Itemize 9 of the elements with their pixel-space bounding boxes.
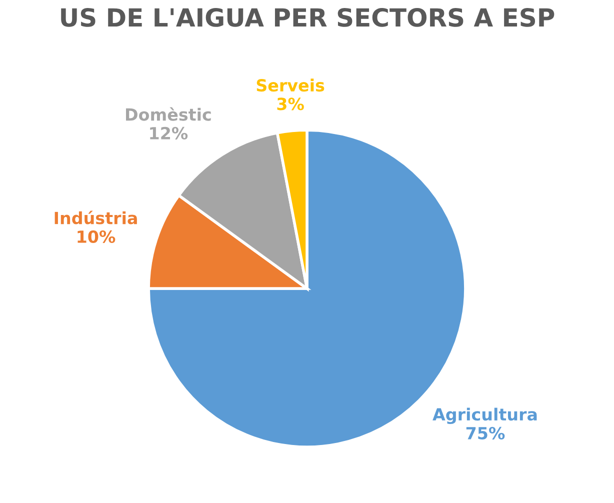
data-label: 75%	[466, 426, 505, 440]
chart-title: US DE L'AIGUA PER SECTORS A ESP	[61, 8, 554, 27]
slice-label: Agricultura	[432, 408, 537, 424]
slice-label: Serveis	[256, 78, 324, 92]
slice-label: Indústria	[54, 210, 137, 224]
data-label: 10%	[78, 230, 116, 243]
data-label: 3%	[277, 98, 304, 110]
slice-label: Domèstic	[126, 107, 211, 121]
data-label: 12%	[150, 126, 188, 140]
